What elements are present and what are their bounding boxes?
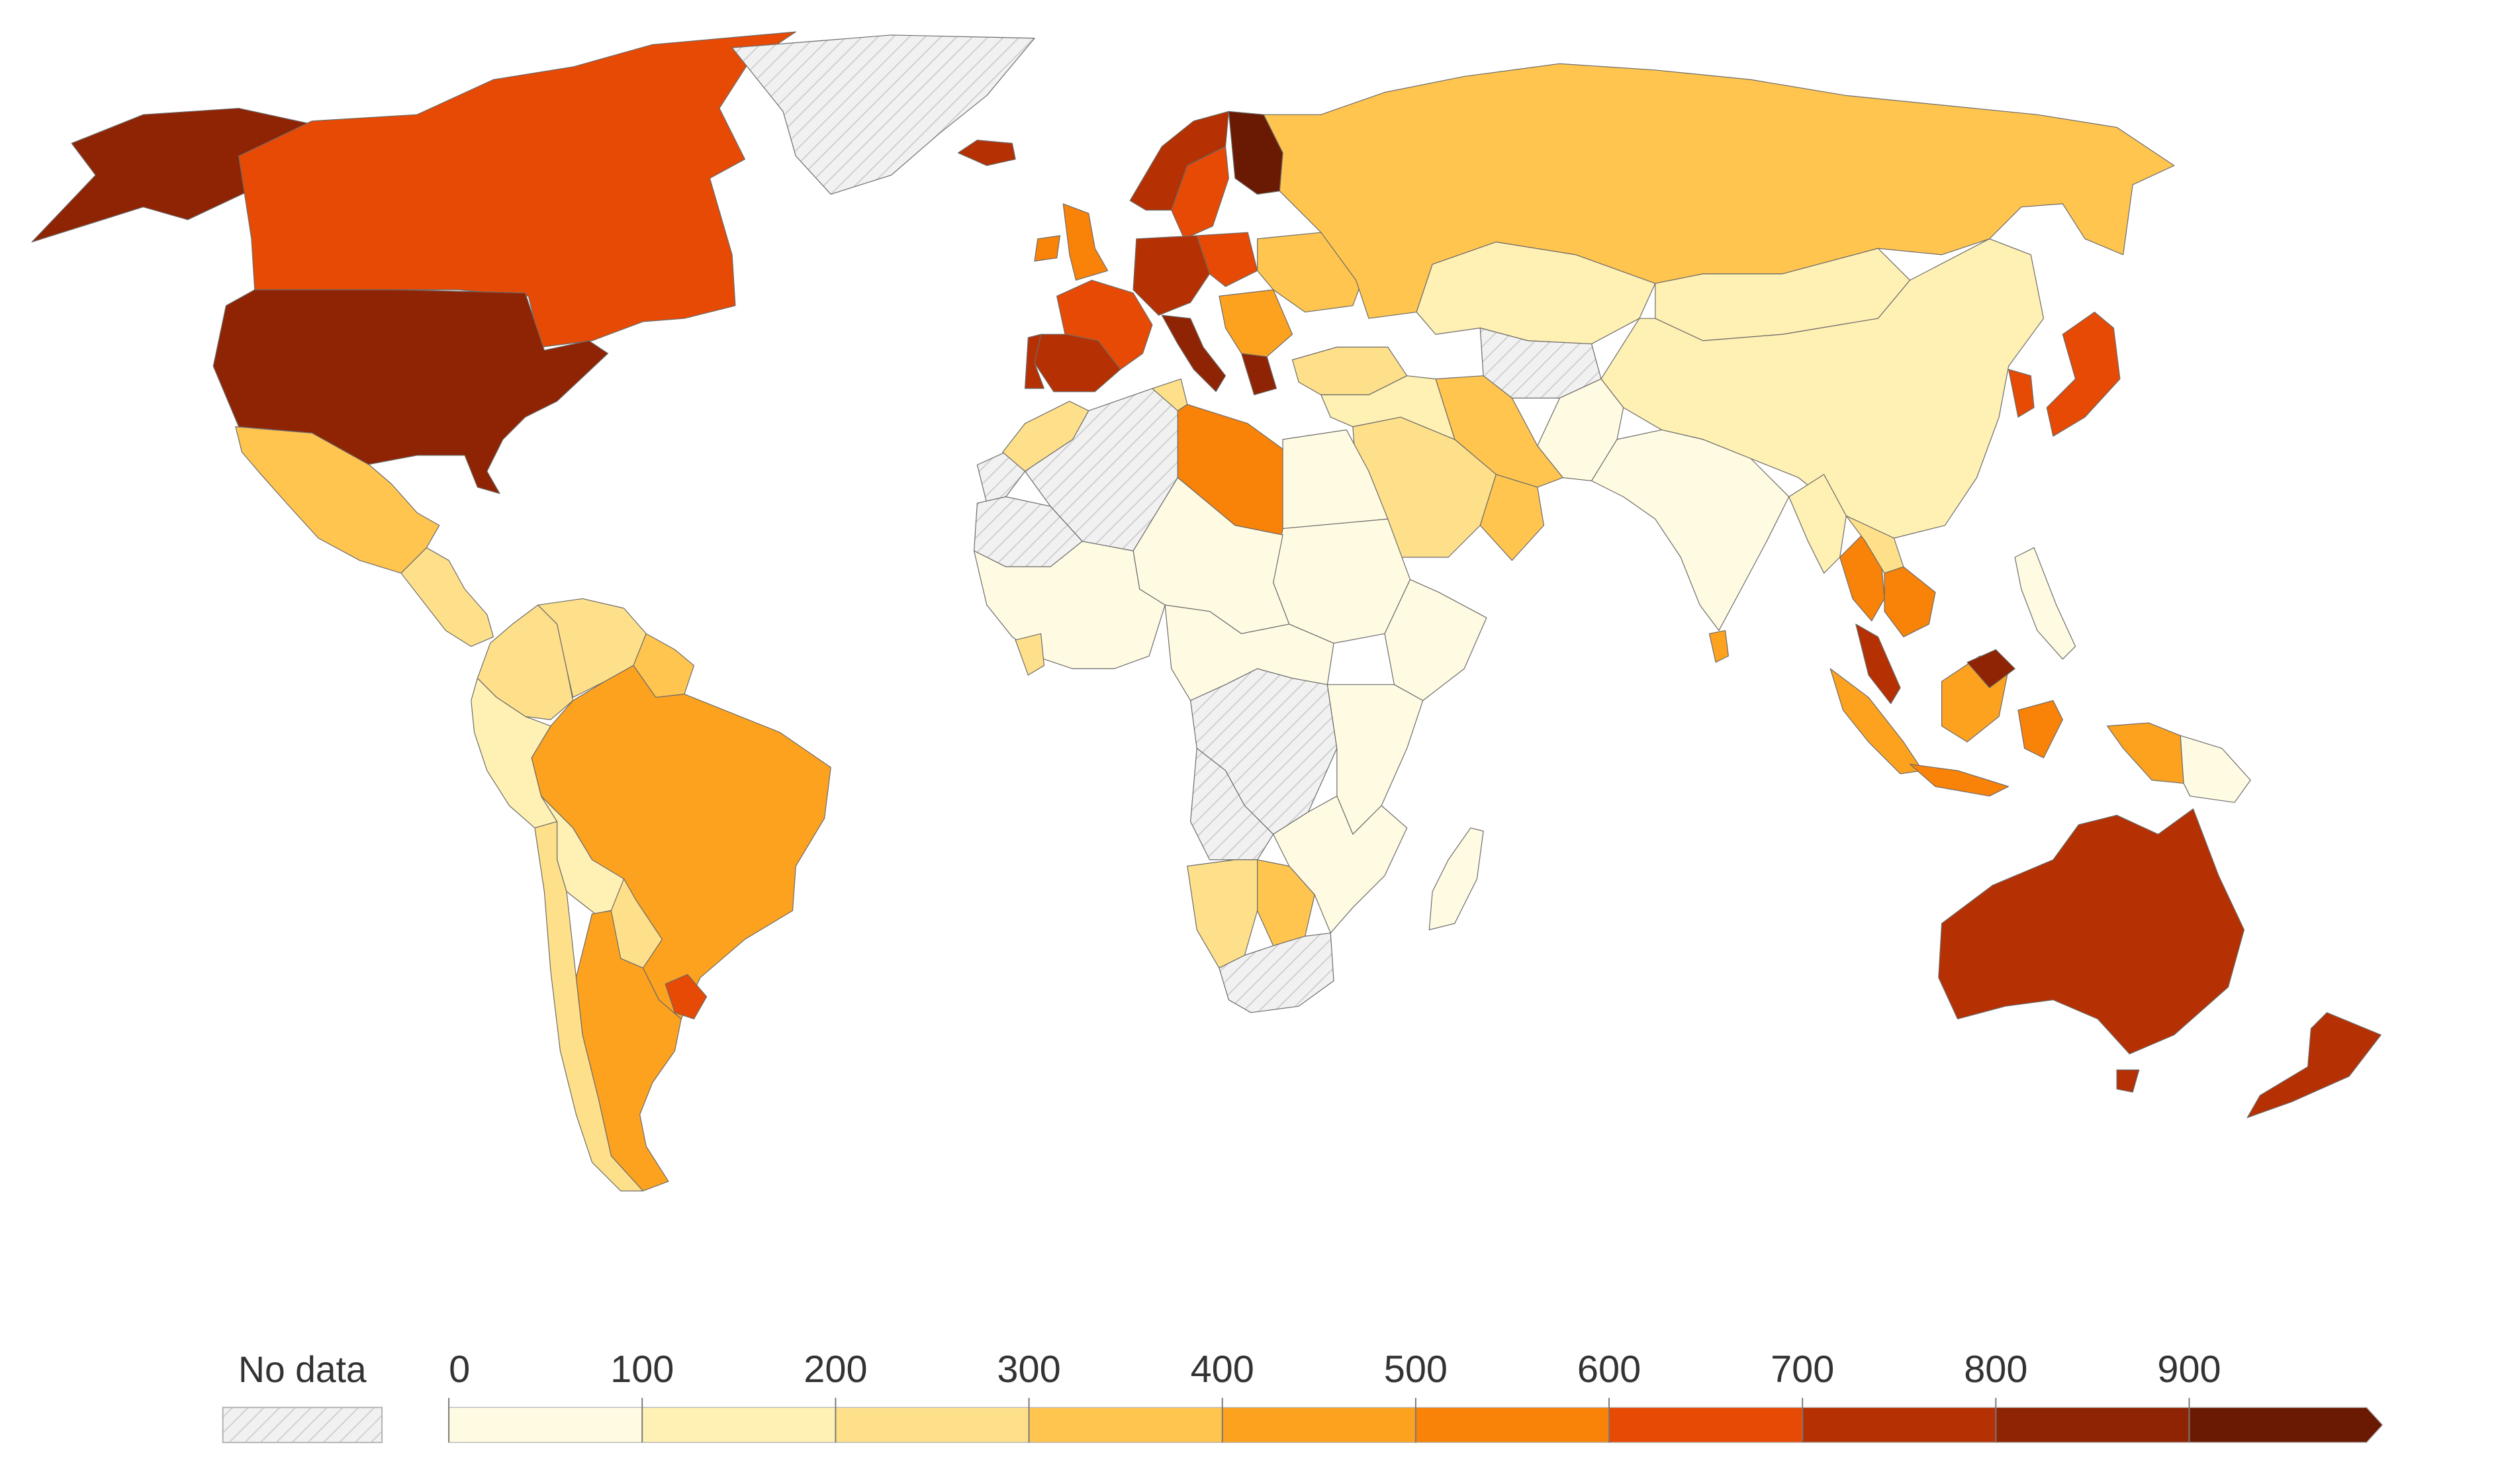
- legend-bin-700-800: [1802, 1407, 1997, 1443]
- legend-tick-label: 100: [610, 1348, 674, 1391]
- region-angola: [1190, 747, 1274, 860]
- legend-bin-200-300: [835, 1407, 1030, 1443]
- region-uruguay: [665, 974, 708, 1020]
- region-new-zealand: [2246, 1012, 2381, 1119]
- legend-bin-0-100: [448, 1407, 643, 1443]
- region-papua-new-guinea: [2180, 735, 2251, 803]
- region-united-kingdom: [1062, 203, 1109, 281]
- region-iceland: [957, 140, 1016, 166]
- region-germany: [1132, 235, 1211, 316]
- region-australia: [1938, 808, 2245, 1054]
- legend-bin-400-500: [1222, 1407, 1416, 1443]
- legend-bin-900-1000: [2188, 1407, 2383, 1443]
- region-sulawesi: [2017, 700, 2063, 759]
- legend-tick-label: 800: [1964, 1348, 2027, 1391]
- region-central-america: [400, 547, 494, 647]
- region-sumatra: [1829, 668, 1923, 774]
- region-italy: [1161, 314, 1226, 393]
- legend-bin-500-600: [1415, 1407, 1610, 1443]
- region-india: [1591, 429, 1790, 631]
- region-vietnam-and-cambodia: [1884, 566, 1936, 637]
- legend-tick-label: 900: [2157, 1348, 2221, 1391]
- legend-tick-label: 600: [1577, 1348, 1641, 1391]
- legend-tick-label: 200: [804, 1348, 867, 1391]
- legend-tick-label: 700: [1771, 1348, 1834, 1391]
- region-balkans: [1219, 289, 1293, 357]
- legend-tick-label: 0: [449, 1348, 470, 1391]
- region-greece: [1240, 353, 1277, 396]
- region-tasmania: [2116, 1069, 2140, 1093]
- region-java: [1909, 763, 2009, 797]
- legend-tick-label: 300: [997, 1348, 1060, 1391]
- region-sri-lanka: [1708, 629, 1729, 663]
- region-chile: [534, 821, 644, 1191]
- legend-tick-label: 400: [1191, 1348, 1254, 1391]
- region-greenland: [731, 34, 1035, 195]
- region-south-africa: [1219, 932, 1334, 1013]
- region-japan: [2046, 311, 2121, 437]
- legend-bin-800-900: [1995, 1407, 2190, 1443]
- region-iraq-and-levant: [1320, 375, 1455, 440]
- region-west-papua: [2107, 722, 2184, 784]
- legend-bin-300-400: [1028, 1407, 1223, 1443]
- region-sarawak: [1966, 649, 2015, 688]
- legend-tick-label: 500: [1384, 1348, 1448, 1391]
- region-oman: [1479, 474, 1545, 561]
- region-portugal: [1024, 334, 1045, 389]
- region-madagascar: [1428, 827, 1484, 931]
- region-philippines: [2014, 547, 2076, 660]
- region-poland: [1196, 232, 1258, 287]
- map-legend: No data 0 100 200 300 400 500 600 700 800 900: [222, 1348, 2383, 1444]
- region-korea: [2008, 369, 2035, 418]
- region-egypt: [1282, 429, 1389, 530]
- region-ghana: [1015, 633, 1045, 676]
- region-ireland: [1034, 235, 1061, 262]
- country-shapes: [31, 31, 2381, 1191]
- region-malaysia: [1855, 624, 1901, 704]
- region-russia: [1263, 63, 2175, 319]
- legend-bin-600-700: [1608, 1407, 1803, 1443]
- legend-no-data-label: No data: [238, 1349, 367, 1390]
- legend-no-data-swatch: [222, 1407, 383, 1444]
- region-spain: [1034, 334, 1121, 393]
- region-namibia: [1187, 859, 1258, 969]
- legend-color-scale: 0 100 200 300 400 500 600 700 800 900: [448, 1348, 2383, 1443]
- legend-bin-100-200: [641, 1407, 837, 1443]
